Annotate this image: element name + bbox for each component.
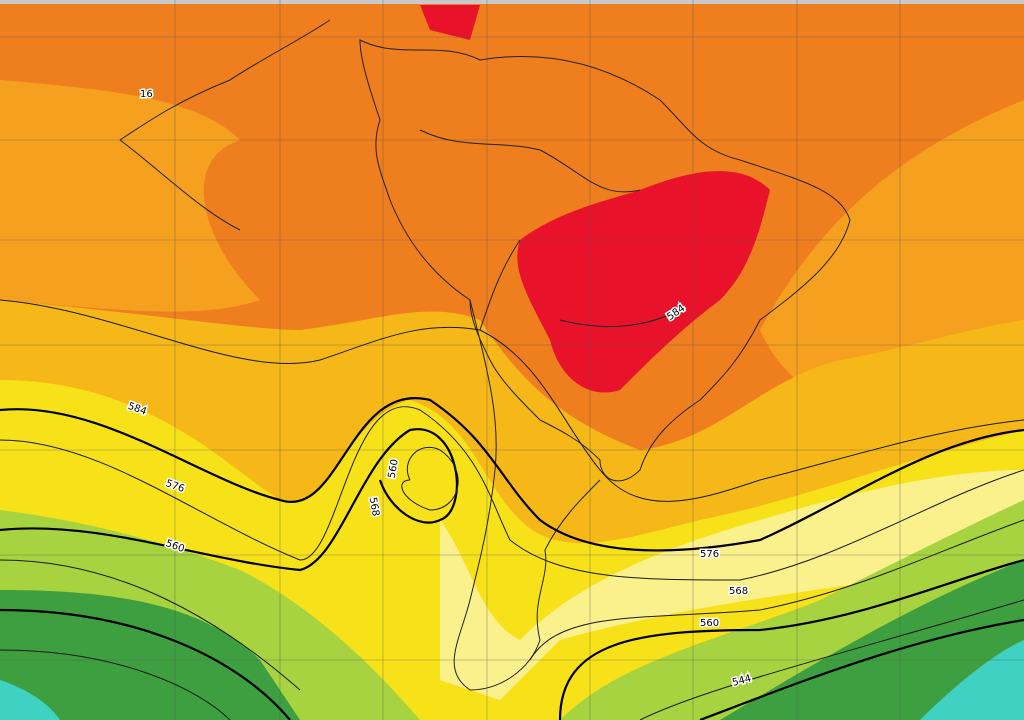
height-contours xyxy=(0,299,1024,720)
top-strip xyxy=(0,0,1024,4)
border xyxy=(419,129,681,331)
field-light-orange xyxy=(0,80,260,312)
contour-label: 16 xyxy=(140,89,153,100)
field-red xyxy=(517,171,770,393)
field-green xyxy=(720,560,1024,720)
field-green xyxy=(0,590,300,720)
contour-label: 576 xyxy=(700,549,719,560)
field-red xyxy=(420,5,480,40)
contour-label: 568 xyxy=(729,586,748,597)
contour-label: 560 xyxy=(700,618,719,629)
coastline xyxy=(359,39,851,482)
contour-label: 560 xyxy=(387,458,401,479)
coastline xyxy=(119,19,331,231)
coastline xyxy=(453,299,601,691)
contour-label: 568 xyxy=(367,496,381,517)
field-pale-yellow xyxy=(440,470,1024,700)
